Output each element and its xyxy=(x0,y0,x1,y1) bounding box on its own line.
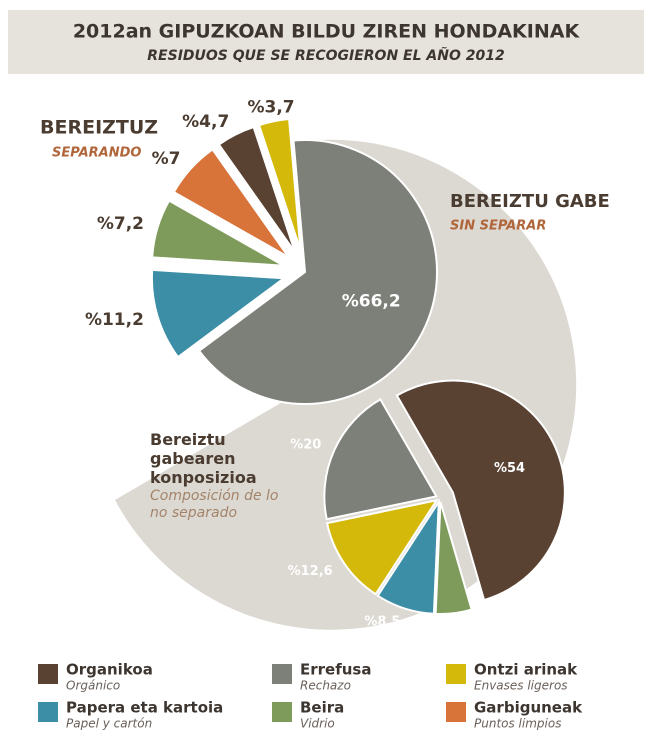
annotation: BEREIZTU GABE xyxy=(450,191,610,212)
chart-title: 2012an GIPUZKOAN BILDU ZIREN HONDAKINAK xyxy=(73,21,581,43)
chart-subtitle: RESIDUOS QUE SE RECOGIERON EL AÑO 2012 xyxy=(147,47,504,64)
value-label: %7,2 xyxy=(97,214,144,234)
value-label: %7 xyxy=(152,149,181,169)
legend-label: Papera eta kartoia xyxy=(66,699,223,717)
legend-swatch xyxy=(272,702,292,722)
annotation-sub: SEPARANDO xyxy=(52,146,141,161)
chart-subtitle: Composición de lo no separado xyxy=(150,488,279,521)
legend-swatch xyxy=(272,664,292,684)
legend-label: Garbiguneak xyxy=(474,699,583,717)
pie-slice xyxy=(197,139,438,405)
legend-sublabel: Rechazo xyxy=(300,679,351,693)
value-label: %20 xyxy=(290,437,321,452)
value-label: %11,2 xyxy=(85,310,144,330)
value-label: %4,7 xyxy=(182,112,229,132)
legend-sublabel: Papel y cartón xyxy=(66,717,152,731)
pie-slice xyxy=(217,125,297,253)
legend-sublabel: Puntos limpios xyxy=(474,717,561,731)
legend-label: Beira xyxy=(300,699,344,717)
pie-slice xyxy=(172,148,290,259)
legend-swatch xyxy=(38,702,58,722)
legend-label: Errefusa xyxy=(300,661,371,679)
legend-swatch xyxy=(38,664,58,684)
composition-caption: Bereiztu gabearen konposizioa Composició… xyxy=(150,430,280,522)
legend-sublabel: Vidrio xyxy=(300,717,335,731)
value-label: %5,2 xyxy=(437,620,473,635)
pie-slice xyxy=(257,117,302,251)
value-label: %8,5 xyxy=(364,614,400,629)
legend-swatch xyxy=(446,702,466,722)
pie-slice xyxy=(376,498,440,615)
pie-slice xyxy=(325,498,439,596)
pie-slice xyxy=(150,268,287,359)
annotation-sub: SIN SEPARAR xyxy=(450,219,546,234)
pie-slice xyxy=(323,398,438,521)
annotation: BEREIZTUZ xyxy=(40,117,158,139)
pie-slice xyxy=(434,501,473,615)
value-label: %12,6 xyxy=(288,564,333,579)
pie-slice xyxy=(395,379,566,602)
value-label: %54 xyxy=(494,461,525,476)
legend-swatch xyxy=(446,664,466,684)
title-band xyxy=(8,10,644,74)
chart-title: Bereiztu gabearen konposizioa xyxy=(150,430,257,487)
value-label: %3,7 xyxy=(247,97,294,117)
legend-label: Ontzi arinak xyxy=(474,661,578,679)
legend-label: Organikoa xyxy=(66,661,153,679)
legend-sublabel: Orgánico xyxy=(66,679,120,693)
value-label: %66,2 xyxy=(342,292,401,312)
legend-sublabel: Envases ligeros xyxy=(474,679,568,693)
pie-slice xyxy=(151,199,285,267)
